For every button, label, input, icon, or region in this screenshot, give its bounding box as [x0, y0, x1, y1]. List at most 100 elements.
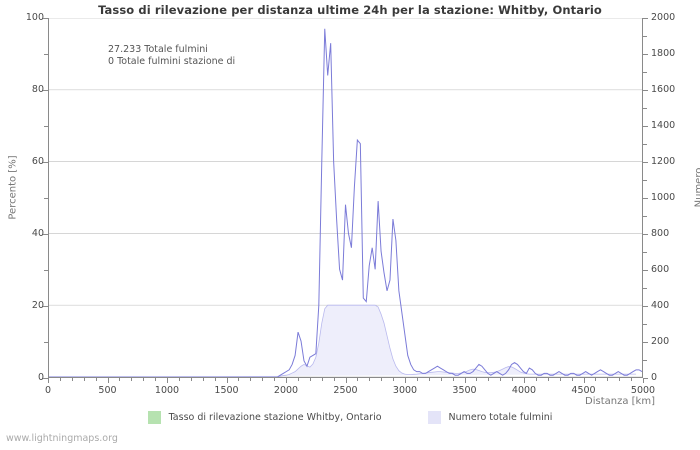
- axis-tick-mark: [167, 378, 168, 383]
- axis-tick-mark: [381, 378, 383, 381]
- x-axis-tick-label: 2500: [333, 385, 358, 396]
- axis-tick-mark: [643, 378, 644, 383]
- axis-tick-mark: [83, 378, 85, 381]
- y-axis-right-tick-label: 400: [651, 300, 670, 311]
- plot-canvas: [49, 18, 642, 377]
- legend-label: Numero totale fulmini: [448, 412, 553, 423]
- axis-tick-mark: [488, 378, 490, 381]
- axis-tick-mark: [643, 144, 647, 145]
- plot-area: 27.233 Totale fulmini 0 Totale fulmini s…: [48, 18, 643, 378]
- axis-tick-mark: [476, 378, 478, 381]
- axis-tick-mark: [440, 378, 442, 381]
- axis-tick-mark: [512, 378, 514, 381]
- x-axis-tick-label: 4500: [571, 385, 596, 396]
- y-axis-right-tick-label: 1600: [651, 84, 676, 95]
- axis-tick-mark: [43, 306, 48, 307]
- axis-tick-mark: [571, 378, 573, 381]
- axis-tick-mark: [44, 126, 48, 127]
- y-axis-left-tick-label: 20: [31, 300, 44, 311]
- y-axis-right-tick-label: 1200: [651, 156, 676, 167]
- y-axis-right-tick-label: 2000: [651, 12, 676, 23]
- axis-tick-mark: [631, 378, 633, 381]
- axis-tick-mark: [643, 288, 647, 289]
- axis-tick-mark: [535, 378, 537, 381]
- axis-tick-mark: [643, 270, 648, 271]
- x-axis-title: Distanza [km]: [585, 396, 655, 407]
- axis-tick-mark: [643, 252, 647, 253]
- legend-item-numero-totale-fulmini[interactable]: Numero totale fulmini: [427, 411, 553, 424]
- axis-tick-mark: [643, 18, 648, 19]
- axis-tick-mark: [214, 378, 216, 381]
- x-axis-tick-label: 500: [98, 385, 117, 396]
- axis-tick-mark: [357, 378, 359, 381]
- axis-tick-mark: [559, 378, 561, 381]
- axis-tick-mark: [43, 162, 48, 163]
- axis-tick-mark: [643, 90, 648, 91]
- axis-tick-mark: [547, 378, 549, 381]
- axis-tick-mark: [44, 342, 48, 343]
- axis-tick-mark: [583, 378, 585, 383]
- axis-tick-mark: [143, 378, 145, 381]
- axis-tick-mark: [274, 378, 276, 381]
- axis-tick-mark: [262, 378, 264, 381]
- chart-legend: Tasso di rilevazione stazione Whitby, On…: [0, 411, 700, 424]
- axis-tick-mark: [250, 378, 252, 381]
- axis-tick-mark: [643, 126, 648, 127]
- axis-tick-mark: [524, 378, 525, 383]
- axis-tick-mark: [643, 342, 648, 343]
- y-axis-right-tick-label: 1800: [651, 48, 676, 59]
- y-axis-left-tick-label: 40: [31, 228, 44, 239]
- series-line-tasso-di-rilevazione: [49, 29, 642, 377]
- y-axis-left-tick-label: 0: [37, 372, 44, 383]
- axis-tick-mark: [643, 108, 647, 109]
- axis-tick-mark: [393, 378, 395, 381]
- axis-tick-mark: [405, 378, 406, 383]
- axis-tick-mark: [48, 378, 49, 383]
- axis-tick-mark: [107, 378, 109, 383]
- axis-tick-mark: [44, 198, 48, 199]
- axis-tick-mark: [643, 54, 648, 55]
- annotation-line-2: 0 Totale fulmini stazione di: [108, 56, 236, 67]
- axis-tick-mark: [643, 180, 647, 181]
- axis-tick-mark: [595, 378, 597, 381]
- y-axis-left-tick-label: 100: [25, 12, 44, 23]
- axis-tick-mark: [190, 378, 192, 381]
- axis-tick-mark: [297, 378, 299, 381]
- y-axis-right-tick-label: 1000: [651, 192, 676, 203]
- axis-tick-mark: [238, 378, 240, 381]
- y-axis-left-tick-label: 60: [31, 156, 44, 167]
- legend-swatch-icon: [147, 411, 161, 424]
- axis-tick-mark: [43, 90, 48, 91]
- watermark: www.lightningmaps.org: [6, 433, 118, 444]
- axis-tick-mark: [643, 198, 648, 199]
- axis-tick-mark: [643, 360, 647, 361]
- x-axis-tick-label: 1000: [154, 385, 180, 396]
- annotation-line-1: 27.233 Totale fulmini: [108, 44, 208, 55]
- axis-tick-mark: [345, 378, 347, 383]
- axis-tick-mark: [202, 378, 204, 381]
- series-area-numero-totale-fulmini: [49, 305, 637, 377]
- axis-tick-mark: [309, 378, 311, 381]
- axis-tick-mark: [464, 378, 466, 383]
- axis-tick-mark: [226, 378, 228, 383]
- y-axis-right-tick-label: 1400: [651, 120, 676, 131]
- axis-tick-mark: [178, 378, 180, 381]
- x-axis-tick-label: 2000: [273, 385, 299, 396]
- axis-tick-mark: [59, 378, 61, 381]
- axis-tick-mark: [643, 36, 647, 37]
- legend-label: Tasso di rilevazione stazione Whitby, On…: [168, 412, 382, 423]
- axis-tick-mark: [44, 54, 48, 55]
- x-axis-tick-label: 4000: [511, 385, 537, 396]
- axis-tick-mark: [643, 378, 648, 379]
- y-axis-right-tick-label: 600: [651, 264, 670, 275]
- axis-tick-mark: [643, 324, 647, 325]
- axis-tick-mark: [643, 234, 648, 235]
- y-axis-right-title: Numero: [693, 167, 700, 208]
- axis-tick-mark: [155, 378, 157, 381]
- legend-item-tasso-di-rilevazione[interactable]: Tasso di rilevazione stazione Whitby, On…: [147, 411, 382, 424]
- axis-tick-mark: [333, 378, 335, 381]
- series-area-outline: [49, 304, 637, 377]
- axis-tick-mark: [43, 18, 48, 19]
- axis-tick-mark: [119, 378, 121, 381]
- y-axis-left-tick-label: 80: [31, 84, 44, 95]
